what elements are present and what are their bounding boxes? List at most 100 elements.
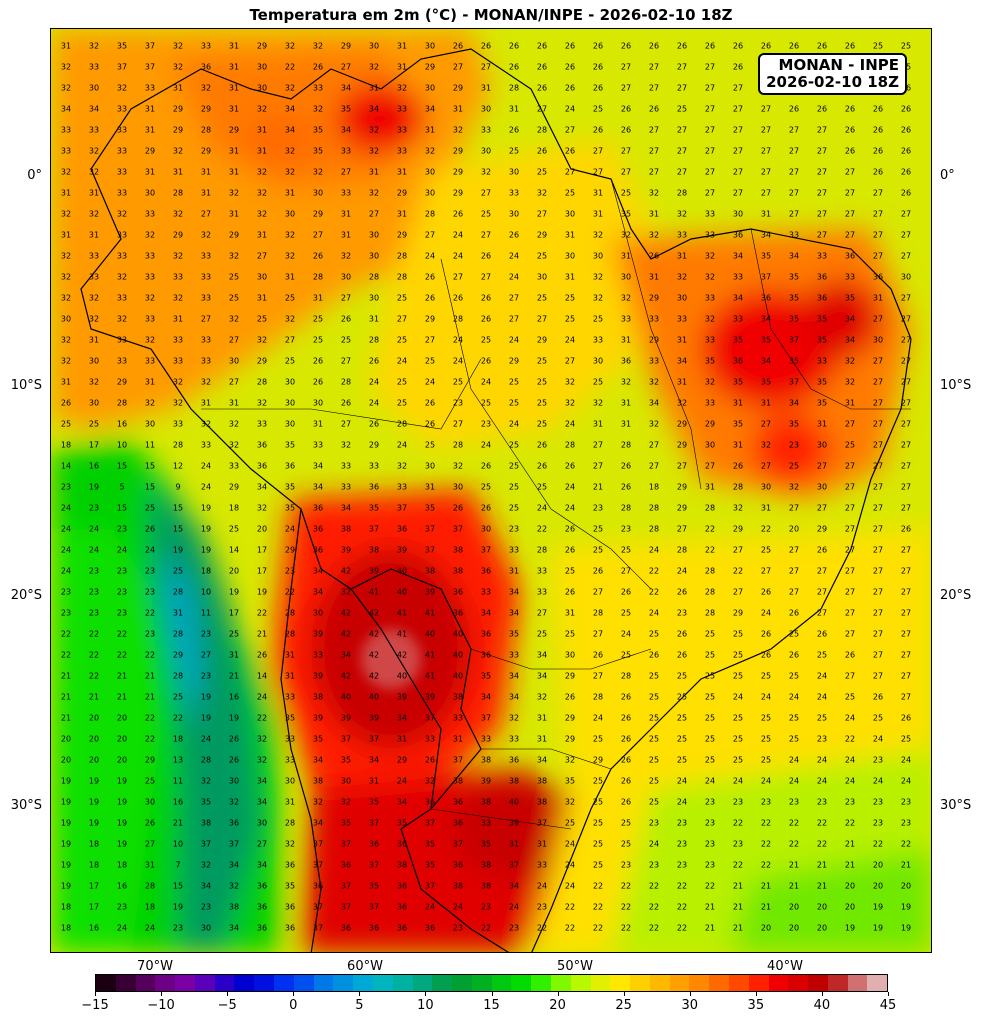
- grid-temperature-value: 27: [564, 125, 576, 135]
- grid-temperature-value: 40: [396, 566, 408, 576]
- grid-temperature-value: 19: [60, 839, 72, 849]
- grid-temperature-value: 32: [172, 251, 184, 261]
- grid-temperature-value: 40: [396, 671, 408, 681]
- grid-temperature-value: 37: [452, 839, 464, 849]
- grid-temperature-value: 26: [228, 734, 240, 744]
- grid-temperature-value: 27: [844, 587, 856, 597]
- grid-temperature-value: 36: [312, 524, 324, 534]
- grid-temperature-value: 22: [88, 629, 100, 639]
- grid-temperature-value: 21: [116, 692, 128, 702]
- grid-temperature-value: 10: [116, 440, 128, 450]
- grid-temperature-value: 36: [424, 797, 436, 807]
- grid-temperature-value: 24: [396, 356, 408, 366]
- grid-temperature-value: 24: [88, 545, 100, 555]
- grid-temperature-value: 30: [620, 272, 632, 282]
- grid-temperature-value: 32: [60, 293, 72, 303]
- grid-temperature-value: 36: [396, 923, 408, 933]
- grid-temperature-value: 27: [452, 62, 464, 72]
- grid-temperature-value: 37: [312, 923, 324, 933]
- grid-temperature-value: 25: [396, 377, 408, 387]
- grid-temperature-value: 7: [175, 860, 181, 870]
- grid-temperature-value: 29: [396, 755, 408, 765]
- grid-temperature-value: 36: [256, 461, 268, 471]
- grid-temperature-value: 21: [60, 671, 72, 681]
- grid-temperature-value: 33: [200, 251, 212, 261]
- grid-temperature-value: 32: [88, 377, 100, 387]
- grid-temperature-value: 25: [872, 713, 884, 723]
- grid-temperature-value: 36: [284, 860, 296, 870]
- grid-temperature-value: 33: [116, 167, 128, 177]
- grid-temperature-value: 32: [424, 146, 436, 156]
- grid-temperature-value: 25: [592, 377, 604, 387]
- grid-temperature-value: 40: [452, 671, 464, 681]
- grid-temperature-value: 21: [816, 881, 828, 891]
- grid-temperature-value: 32: [256, 188, 268, 198]
- grid-temperature-value: 39: [368, 566, 380, 576]
- grid-temperature-value: 37: [312, 839, 324, 849]
- grid-temperature-value: 30: [88, 398, 100, 408]
- grid-temperature-value: 27: [340, 62, 352, 72]
- temperature-map[interactable]: 31 32 35 37 32 33 31 29 32 32 29 30 31 30 26 26 26 26 26 26…: [50, 28, 932, 953]
- grid-temperature-value: 31: [620, 251, 632, 261]
- grid-temperature-value: 23: [200, 671, 212, 681]
- grid-temperature-value: 36: [732, 356, 744, 366]
- grid-temperature-value: 25: [536, 293, 548, 303]
- grid-temperature-value: 29: [172, 230, 184, 240]
- grid-temperature-value: 25: [704, 755, 716, 765]
- grid-temperature-value: 33: [340, 482, 352, 492]
- grid-temperature-value: 33: [536, 860, 548, 870]
- grid-temperature-value: 25: [676, 692, 688, 702]
- grid-temperature-value: 25: [788, 461, 800, 471]
- grid-temperature-value: 24: [452, 902, 464, 912]
- grid-temperature-value: 33: [536, 587, 548, 597]
- grid-temperature-value: 29: [424, 314, 436, 324]
- grid-temperature-value: 29: [732, 524, 744, 534]
- grid-temperature-value: 36: [340, 860, 352, 870]
- grid-temperature-value: 34: [368, 104, 380, 114]
- grid-temperature-value: 34: [676, 356, 688, 366]
- grid-temperature-value: 23: [116, 587, 128, 597]
- grid-temperature-value: 23: [704, 797, 716, 807]
- grid-temperature-value: 19: [200, 503, 212, 513]
- grid-temperature-value: 24: [508, 272, 520, 282]
- grid-temperature-value: 26: [648, 104, 660, 114]
- grid-temperature-value: 27: [900, 629, 912, 639]
- grid-temperature-value: 32: [116, 83, 128, 93]
- grid-temperature-value: 23: [648, 860, 660, 870]
- grid-temperature-value: 35: [788, 272, 800, 282]
- grid-temperature-value: 32: [564, 797, 576, 807]
- grid-temperature-value: 25: [872, 41, 884, 51]
- grid-temperature-value: 24: [648, 545, 660, 555]
- grid-temperature-value: 24: [564, 104, 576, 114]
- grid-temperature-value: 33: [172, 419, 184, 429]
- grid-temperature-value: 23: [88, 608, 100, 618]
- grid-temperature-value: 27: [872, 377, 884, 387]
- grid-temperature-value: 23: [872, 755, 884, 765]
- grid-temperature-value: 19: [200, 713, 212, 723]
- grid-temperature-value: 34: [480, 608, 492, 618]
- grid-temperature-value: 35: [816, 314, 828, 324]
- grid-temperature-value: 27: [760, 188, 772, 198]
- grid-temperature-value: 32: [116, 314, 128, 324]
- grid-temperature-value: 30: [424, 167, 436, 177]
- grid-temperature-value: 27: [480, 272, 492, 282]
- grid-temperature-value: 19: [60, 881, 72, 891]
- grid-temperature-value: 27: [900, 461, 912, 471]
- grid-temperature-value: 28: [368, 272, 380, 282]
- grid-temperature-value: 25: [648, 797, 660, 807]
- grid-temperature-value: 21: [704, 902, 716, 912]
- grid-temperature-value: 34: [760, 230, 772, 240]
- grid-temperature-value: 25: [564, 314, 576, 324]
- grid-temperature-value: 23: [88, 587, 100, 597]
- colorbar-segment: [274, 975, 294, 991]
- grid-temperature-value: 23: [900, 797, 912, 807]
- grid-temperature-value: 34: [256, 776, 268, 786]
- grid-temperature-value: 15: [172, 503, 184, 513]
- grid-temperature-value: 30: [284, 377, 296, 387]
- grid-temperature-value: 25: [592, 734, 604, 744]
- grid-temperature-value: 28: [536, 125, 548, 135]
- grid-temperature-value: 25: [676, 671, 688, 681]
- grid-temperature-value: 22: [760, 524, 772, 534]
- colorbar-segment: [471, 975, 492, 991]
- grid-temperature-value: 23: [452, 398, 464, 408]
